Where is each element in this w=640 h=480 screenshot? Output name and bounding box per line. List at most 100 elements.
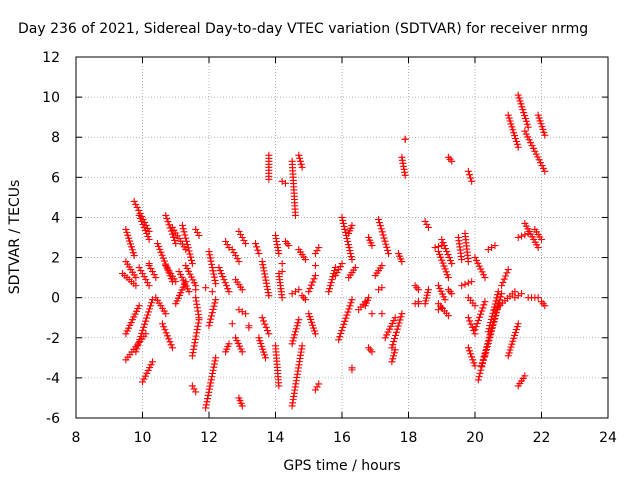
x-tick-labels: 8 10 12 14 16 18 20 22 24 — [72, 430, 617, 446]
data-point — [388, 358, 396, 366]
data-point — [291, 331, 299, 339]
data-point — [504, 266, 512, 274]
data-point — [480, 301, 488, 309]
data-point — [484, 339, 492, 347]
data-point — [193, 304, 201, 312]
data-point — [301, 256, 309, 264]
data-point — [518, 232, 526, 240]
data-point — [464, 258, 472, 266]
data-point — [521, 231, 529, 239]
data-point — [235, 227, 243, 235]
data-point — [377, 225, 385, 233]
data-point — [211, 357, 219, 365]
data-point — [192, 294, 200, 302]
data-point — [204, 391, 212, 399]
data-point — [518, 103, 526, 111]
data-point — [347, 253, 355, 261]
data-point — [194, 319, 202, 327]
data-point — [392, 328, 400, 336]
data-point — [401, 135, 409, 143]
data-point — [468, 177, 476, 185]
data-point — [127, 243, 135, 251]
data-point — [172, 240, 180, 248]
data-point — [135, 264, 143, 272]
data-point — [168, 230, 176, 238]
data-point — [510, 129, 518, 137]
data-point — [494, 291, 502, 299]
data-point — [258, 314, 266, 322]
data-point — [534, 244, 542, 252]
data-point — [190, 342, 198, 350]
data-point — [183, 241, 191, 249]
data-point — [514, 91, 522, 99]
data-point — [186, 250, 194, 258]
data-point — [209, 370, 217, 378]
data-point — [133, 345, 141, 353]
data-point — [311, 330, 319, 338]
data-point — [305, 288, 313, 296]
data-point — [180, 228, 188, 236]
data-point — [240, 237, 248, 245]
data-point — [262, 276, 270, 284]
data-point — [423, 220, 431, 228]
data-point — [144, 311, 152, 319]
data-point — [342, 228, 350, 236]
data-point — [212, 354, 220, 362]
data-point — [167, 341, 175, 349]
data-point — [130, 197, 138, 205]
data-point — [473, 320, 481, 328]
data-point — [499, 278, 507, 286]
data-point — [172, 278, 180, 286]
data-point — [143, 229, 151, 237]
data-point — [242, 240, 250, 248]
data-point — [281, 179, 289, 187]
data-point — [414, 286, 422, 294]
data-point — [126, 237, 134, 245]
data-point — [272, 235, 280, 243]
data-point — [195, 314, 203, 322]
data-point — [211, 299, 219, 307]
data-point — [254, 246, 262, 254]
data-point — [311, 272, 319, 280]
data-point — [498, 282, 506, 290]
data-point — [261, 273, 269, 281]
data-point — [399, 159, 407, 167]
data-point — [294, 319, 302, 327]
data-point — [500, 275, 508, 283]
data-point — [327, 279, 335, 287]
data-point — [398, 258, 406, 266]
data-point — [339, 219, 347, 227]
y-tick-label: -6 — [46, 411, 60, 427]
data-point — [298, 163, 306, 171]
data-point — [466, 317, 474, 325]
data-point — [504, 352, 512, 360]
data-point — [520, 109, 528, 117]
data-point — [507, 120, 515, 128]
data-point — [343, 311, 351, 319]
grid — [76, 57, 608, 418]
data-point — [278, 260, 286, 268]
data-point — [261, 320, 269, 328]
data-point — [485, 325, 493, 333]
data-point — [164, 218, 172, 226]
data-point — [514, 143, 522, 151]
data-point — [147, 265, 155, 273]
data-point — [397, 313, 405, 321]
data-point — [475, 313, 483, 321]
data-point — [458, 256, 466, 264]
data-point — [391, 346, 399, 354]
data-point — [205, 388, 213, 396]
data-point — [335, 336, 343, 344]
data-point — [444, 251, 452, 259]
data-point — [139, 270, 146, 278]
data-point — [207, 379, 215, 387]
data-point — [401, 171, 409, 179]
data-point — [439, 259, 447, 267]
data-point — [159, 254, 167, 262]
data-point — [209, 305, 217, 313]
data-point — [441, 245, 449, 253]
data-point — [398, 153, 406, 161]
data-point — [376, 222, 384, 230]
data-point — [206, 382, 214, 390]
